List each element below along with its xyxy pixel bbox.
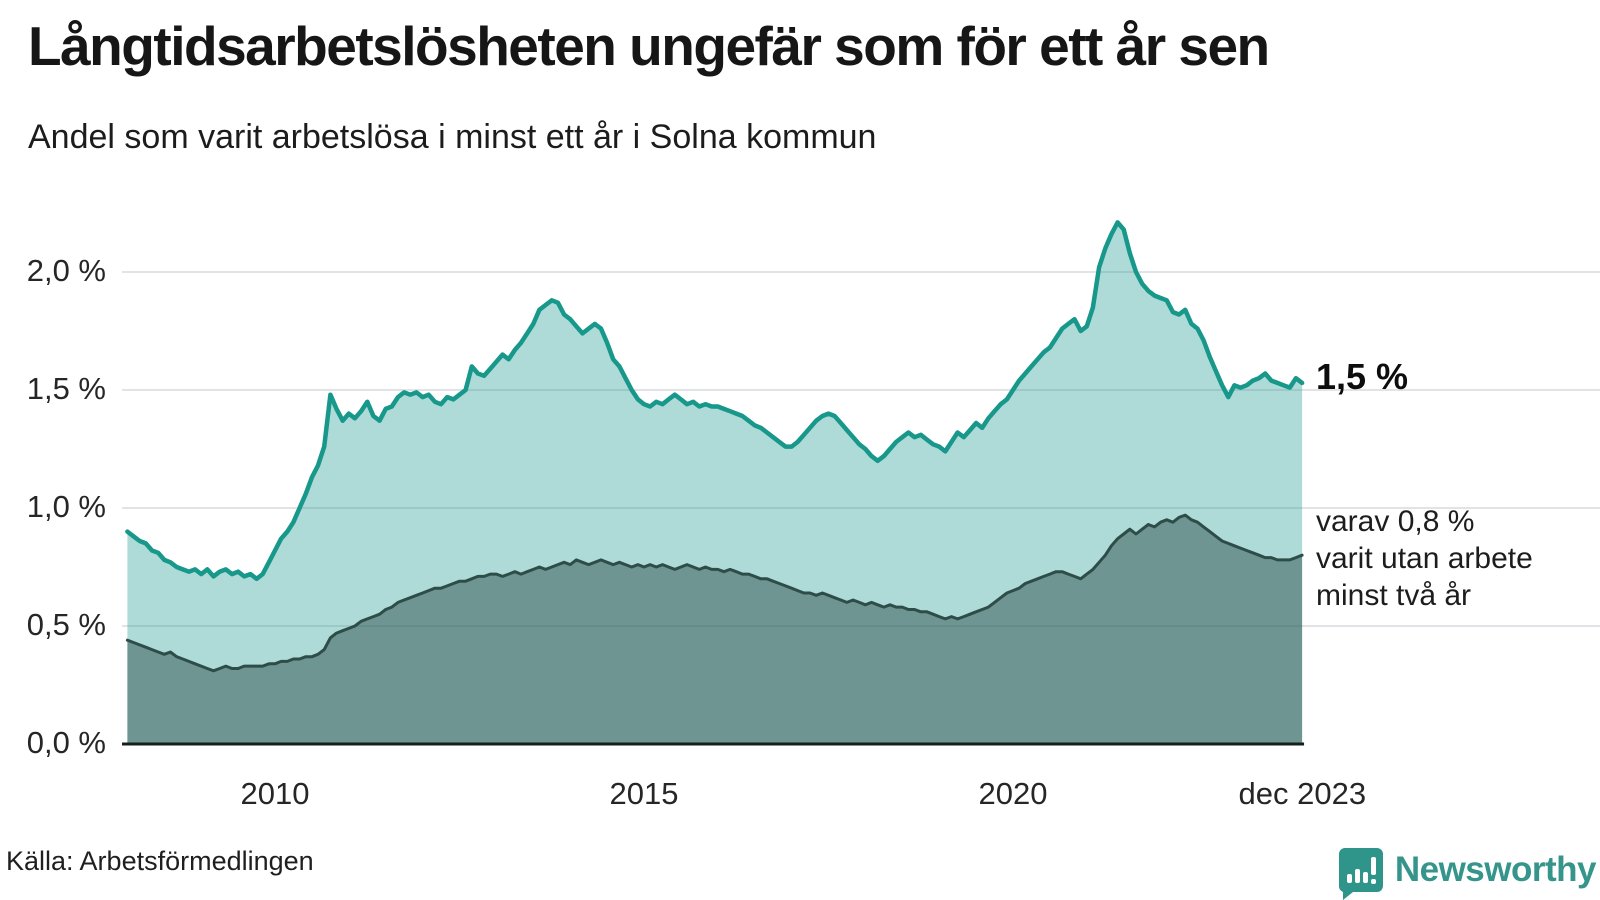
subset-annotation: varav 0,8 % varit utan arbete minst två år	[1316, 503, 1533, 614]
newsworthy-barchart-bubble-icon	[1338, 848, 1383, 900]
subset-annotation-line: minst två år	[1316, 579, 1472, 612]
x-tick-label: 2010	[240, 776, 310, 811]
x-tick-label: dec 2023	[1238, 776, 1367, 811]
page-subtitle: Andel som varit arbetslösa i minst ett å…	[28, 118, 877, 156]
y-tick-label: 2,0 %	[26, 253, 106, 288]
x-tick-label: 2020	[978, 776, 1048, 811]
y-tick-label: 1,0 %	[26, 489, 106, 524]
newsworthy-logo[interactable]: Newsworthy	[1338, 848, 1597, 900]
line-unemployed-two-years	[125, 513, 1304, 673]
line-unemployed-one-year	[125, 220, 1305, 582]
y-tick-label: 0,5 %	[26, 607, 106, 642]
newsworthy-wordmark: Newsworthy	[1394, 850, 1597, 889]
page-title: Långtidsarbetslösheten ungefär som för e…	[28, 15, 1270, 77]
subset-annotation-line: varit utan arbete	[1316, 542, 1533, 575]
x-tick-label: 2015	[609, 776, 679, 811]
y-tick-label: 0,0 %	[26, 725, 106, 760]
source-caption: Källa: Arbetsförmedlingen	[6, 846, 314, 876]
area-unemployed-one-year	[127, 222, 1303, 744]
subset-annotation-line: varav 0,8 %	[1316, 505, 1475, 538]
latest-value-label: 1,5 %	[1316, 355, 1409, 397]
area-unemployed-two-years	[127, 515, 1303, 744]
y-tick-label: 1,5 %	[26, 371, 106, 406]
gridlines	[122, 271, 1600, 627]
